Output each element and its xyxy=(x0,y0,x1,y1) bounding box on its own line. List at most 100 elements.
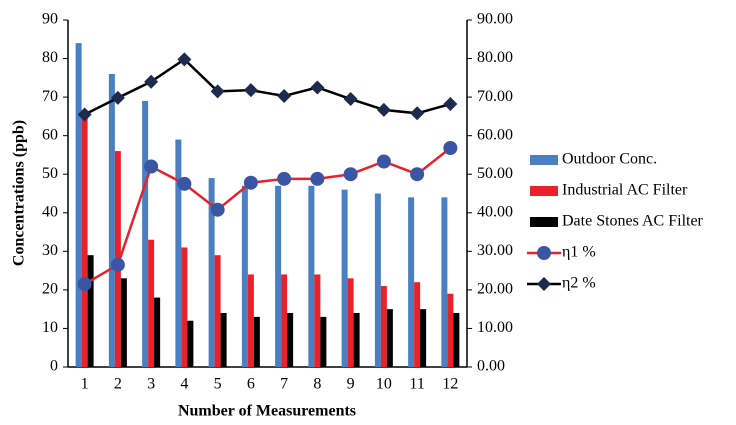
legend-marker xyxy=(537,277,551,291)
y-tick-label: 60 xyxy=(42,126,58,143)
bar xyxy=(108,73,115,367)
x-tick-label: 11 xyxy=(409,376,424,393)
x-tick-label: 3 xyxy=(147,376,155,393)
y2-tick-label: 20.00 xyxy=(477,281,513,298)
line-marker xyxy=(144,74,159,89)
x-tick-label: 7 xyxy=(280,376,288,393)
legend-label: η2 % xyxy=(562,275,596,292)
x-tick-label: 2 xyxy=(114,376,122,393)
y-tick-label: 50 xyxy=(42,165,58,182)
y2-tick-label: 0.00 xyxy=(477,358,505,375)
y-tick-label: 90 xyxy=(42,11,58,28)
legend-marker xyxy=(537,246,551,260)
bar xyxy=(347,278,354,367)
bar xyxy=(275,185,282,367)
x-tick-label: 5 xyxy=(214,376,222,393)
y-axis-title: Concentrations (ppb) xyxy=(11,120,28,266)
y-tick-label: 0 xyxy=(50,358,58,375)
bar xyxy=(287,313,294,367)
bar xyxy=(374,193,381,367)
line-marker xyxy=(443,97,458,112)
bar xyxy=(241,185,248,367)
bar xyxy=(120,278,127,367)
line-marker xyxy=(376,102,391,117)
line xyxy=(84,57,451,116)
y-tick-label: 20 xyxy=(42,281,58,298)
line-marker xyxy=(410,167,425,182)
line-marker xyxy=(210,202,225,217)
line-marker xyxy=(343,92,358,107)
line-marker xyxy=(443,141,458,156)
y-tick-label: 10 xyxy=(42,319,58,336)
line-marker xyxy=(77,277,92,292)
line-marker xyxy=(177,52,192,67)
legend-label: Industrial AC Filter xyxy=(562,182,688,199)
bar xyxy=(220,313,227,367)
bar xyxy=(380,286,387,367)
legend-swatch xyxy=(530,217,558,227)
line-marker xyxy=(410,106,425,121)
line-marker xyxy=(376,154,391,169)
y-tick-label: 80 xyxy=(42,49,58,66)
y-tick-label: 30 xyxy=(42,242,58,259)
bar xyxy=(314,274,321,367)
bar xyxy=(154,297,161,367)
x-tick-label: 6 xyxy=(247,376,255,393)
y2-tick-label: 10.00 xyxy=(477,319,513,336)
line-marker xyxy=(243,175,258,190)
legend-label: η1 % xyxy=(562,244,596,261)
bar xyxy=(453,313,460,367)
bar xyxy=(447,293,454,367)
x-tick-label: 9 xyxy=(347,376,355,393)
line-marker xyxy=(243,83,258,98)
bar xyxy=(75,43,82,368)
line-marker xyxy=(110,90,125,105)
line-marker xyxy=(310,171,325,186)
line-marker xyxy=(144,159,159,174)
line-marker xyxy=(77,107,92,122)
y2-tick-label: 90.00 xyxy=(477,11,513,28)
bar xyxy=(341,189,348,367)
bar xyxy=(308,185,315,367)
bar xyxy=(386,309,393,367)
bar xyxy=(320,316,327,367)
bar xyxy=(247,274,254,367)
x-tick-label: 10 xyxy=(376,376,392,393)
bar xyxy=(414,282,421,367)
bar xyxy=(148,239,155,367)
x-axis-title: Number of Measurements xyxy=(178,403,356,420)
bar xyxy=(187,320,194,367)
y2-tick-label: 70.00 xyxy=(477,88,513,105)
line-marker xyxy=(210,84,225,99)
bar xyxy=(87,255,94,367)
line-marker xyxy=(110,257,125,272)
bar xyxy=(441,197,448,367)
x-tick-label: 8 xyxy=(313,376,321,393)
bar xyxy=(142,100,149,367)
bar xyxy=(253,316,260,367)
bar xyxy=(281,274,288,367)
line-marker xyxy=(310,80,325,95)
bar xyxy=(408,197,415,367)
x-tick-label: 12 xyxy=(442,376,458,393)
y2-tick-label: 30.00 xyxy=(477,242,513,259)
bar xyxy=(420,309,427,367)
bar xyxy=(353,313,360,367)
bar xyxy=(81,116,88,367)
line-marker xyxy=(177,176,192,191)
legend-swatch xyxy=(530,155,558,165)
line-marker xyxy=(343,167,358,182)
x-tick-label: 4 xyxy=(180,376,188,393)
y2-tick-label: 40.00 xyxy=(477,203,513,220)
y2-tick-label: 80.00 xyxy=(477,49,513,66)
bar xyxy=(208,178,215,367)
y2-tick-label: 50.00 xyxy=(477,165,513,182)
y-tick-label: 70 xyxy=(42,88,58,105)
line-marker xyxy=(277,171,292,186)
line-marker xyxy=(277,88,292,103)
bar xyxy=(181,247,188,367)
line xyxy=(83,147,452,286)
legend-label: Outdoor Conc. xyxy=(562,151,657,168)
legend-swatch xyxy=(530,186,558,196)
